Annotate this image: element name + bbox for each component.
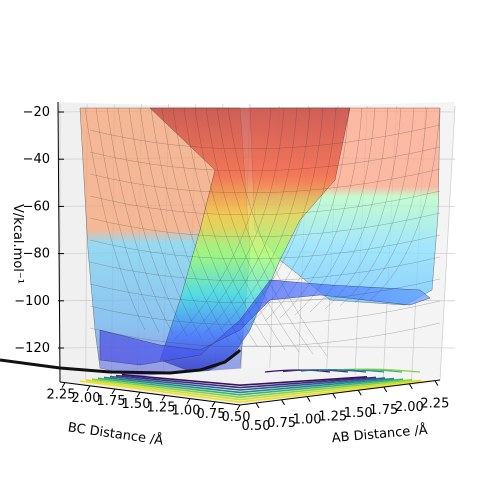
y-tick-label: 0.50 <box>222 410 251 425</box>
mesh-line <box>172 107 258 347</box>
mesh-line <box>95 107 160 333</box>
contour-plane <box>60 367 440 405</box>
mesh-line <box>84 107 146 331</box>
y-tick-mark <box>136 391 141 398</box>
trajectory-line <box>0 348 242 375</box>
mesh-line <box>189 107 285 337</box>
x-tick-label: 0.50 <box>242 419 271 434</box>
x-tick-label: 1.50 <box>344 406 373 421</box>
mesh-line <box>249 107 337 325</box>
y-axis-ticks: 2.252.001.751.501.251.000.750.50 <box>47 382 251 425</box>
x-tick-mark <box>383 386 388 393</box>
mesh-line <box>89 124 441 149</box>
mesh-line <box>204 107 298 334</box>
x-tick-mark <box>434 380 439 386</box>
mesh-line <box>89 322 441 347</box>
y-tick-mark <box>111 388 116 395</box>
z-tick-label: −80 <box>23 247 50 262</box>
x-axis-label: AB Distance /Å <box>331 422 428 446</box>
y-tick-label: 1.75 <box>97 394 126 409</box>
grid-line <box>249 345 456 349</box>
z-tick-label: −100 <box>14 294 50 309</box>
x-tick-mark <box>281 399 285 406</box>
y-tick-mark <box>161 395 166 401</box>
mesh-line <box>117 107 188 337</box>
y-tick-label: 1.00 <box>172 404 201 419</box>
x-tick-mark <box>255 402 260 409</box>
mesh-line <box>89 278 441 303</box>
x-tick-label: 2.25 <box>420 397 449 412</box>
contour-lines <box>79 368 431 403</box>
y-tick-mark <box>186 398 191 404</box>
grid-line <box>439 105 456 381</box>
surface-mesh <box>84 107 441 357</box>
contour-line <box>79 380 431 403</box>
mesh-line <box>139 107 216 341</box>
contour-line <box>91 378 413 399</box>
z-tick-label: −120 <box>14 341 50 356</box>
mesh-line <box>219 107 311 331</box>
contour-line <box>103 376 395 394</box>
trajectory <box>0 348 242 375</box>
z-axis-line <box>57 101 61 383</box>
x-axis-ticks: 0.500.751.001.251.501.752.002.25 <box>242 380 449 434</box>
x-tick-mark <box>408 383 413 390</box>
mesh-line <box>216 107 314 355</box>
y-tick-label: 1.50 <box>122 397 151 412</box>
mesh-line <box>369 107 441 301</box>
mesh-line <box>89 212 441 237</box>
x-tick-label: 2.00 <box>395 400 424 415</box>
x-tick-label: 1.00 <box>293 413 322 428</box>
z-tick-label: −20 <box>23 105 50 120</box>
y-tick-label: 0.75 <box>197 407 226 422</box>
y-axis-label: BC Distance /Å <box>67 419 165 448</box>
y-tick-label: 2.25 <box>47 388 76 403</box>
mesh-line <box>128 107 202 339</box>
y-tick-mark <box>236 404 241 411</box>
x-tick-mark <box>306 396 311 402</box>
x-tick-mark <box>332 393 337 399</box>
mesh-line <box>205 107 300 353</box>
x-axis-line <box>239 379 441 406</box>
mesh-line <box>89 256 441 281</box>
mesh-line <box>324 107 402 310</box>
mesh-line <box>89 300 441 325</box>
mesh-line <box>354 107 428 304</box>
contour-line <box>85 379 422 401</box>
contour-line <box>97 377 404 396</box>
mesh-line <box>183 107 272 349</box>
y-tick-mark <box>86 385 91 392</box>
z-tick-label: −40 <box>23 152 50 167</box>
mesh-line <box>89 168 441 193</box>
mesh-line <box>106 107 174 335</box>
y-tick-mark <box>61 382 66 388</box>
y-tick-label: 1.25 <box>147 400 176 415</box>
mesh-line <box>89 146 441 171</box>
contour-line <box>354 368 421 373</box>
y-tick-mark <box>211 401 216 408</box>
z-axis-label: V/kcal.mol⁻¹ <box>10 204 25 284</box>
mesh-line <box>194 107 286 351</box>
potential-energy-surface <box>79 107 441 379</box>
mesh-line <box>161 107 244 345</box>
contour-line <box>115 374 377 389</box>
x-tick-label: 1.25 <box>318 409 347 424</box>
mesh-line <box>89 234 441 259</box>
mesh-line <box>294 107 376 316</box>
x-tick-label: 0.75 <box>267 416 296 431</box>
contour-floor <box>60 367 440 405</box>
mesh-line <box>227 107 328 357</box>
z-tick-label: −60 <box>23 199 50 214</box>
y-tick-label: 2.00 <box>72 391 101 406</box>
z-axis-ticks: −20 −40 −60 −80 −100 −120 <box>14 105 64 356</box>
x-tick-label: 1.75 <box>369 403 398 418</box>
x-tick-mark <box>357 389 362 396</box>
mesh-line <box>89 190 441 215</box>
mesh-line <box>234 107 324 328</box>
mesh-line <box>339 107 415 307</box>
contour-line <box>121 373 368 387</box>
mesh-line <box>309 107 389 313</box>
contour-line <box>109 375 386 391</box>
